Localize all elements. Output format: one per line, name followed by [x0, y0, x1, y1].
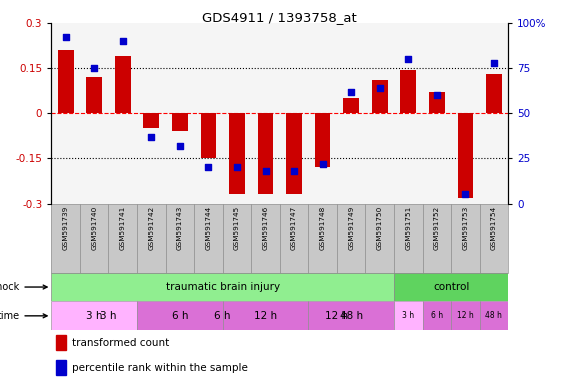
Text: 6 h: 6 h	[431, 311, 443, 320]
Bar	[394, 273, 508, 301]
Bar	[394, 301, 423, 330]
Text: GSM591741: GSM591741	[120, 205, 126, 250]
Point	[432, 92, 441, 98]
Bar	[200, 113, 216, 158]
Bar	[172, 113, 188, 131]
Point	[489, 60, 498, 66]
Point	[347, 89, 356, 95]
Text: control: control	[433, 282, 469, 292]
Bar	[337, 204, 365, 273]
Bar	[286, 113, 302, 194]
Text: GSM591740: GSM591740	[91, 205, 97, 250]
Bar	[143, 113, 159, 128]
Bar	[423, 301, 451, 330]
Bar	[480, 204, 508, 273]
Text: GSM591751: GSM591751	[405, 205, 411, 250]
Point	[118, 38, 127, 44]
Bar	[400, 70, 416, 113]
Point	[147, 134, 156, 140]
Bar	[115, 56, 131, 113]
Text: GSM591747: GSM591747	[291, 205, 297, 250]
Bar	[451, 301, 480, 330]
Bar	[86, 77, 102, 113]
Bar	[229, 113, 245, 194]
Point	[318, 161, 327, 167]
Bar	[480, 301, 508, 330]
Bar	[365, 204, 394, 273]
Bar	[258, 113, 274, 194]
Bar	[315, 113, 331, 167]
Text: GSM591744: GSM591744	[206, 205, 211, 250]
Bar	[372, 80, 388, 113]
Text: transformed count: transformed count	[72, 338, 169, 348]
Bar	[457, 113, 473, 197]
Bar	[486, 74, 502, 113]
Text: GSM591753: GSM591753	[463, 205, 468, 250]
Text: 12 h: 12 h	[457, 311, 474, 320]
Bar	[108, 204, 137, 273]
Bar	[56, 335, 66, 350]
Bar	[137, 301, 223, 330]
Bar	[51, 301, 137, 330]
Text: GSM591748: GSM591748	[320, 205, 325, 250]
Text: GSM591752: GSM591752	[434, 205, 440, 250]
Bar	[343, 98, 359, 113]
Point	[261, 168, 270, 174]
Bar	[51, 273, 394, 301]
Text: 48 h: 48 h	[340, 311, 363, 321]
Bar	[451, 204, 480, 273]
Bar	[223, 301, 308, 330]
Bar	[223, 204, 251, 273]
Text: traumatic brain injury: traumatic brain injury	[166, 282, 280, 292]
Point	[232, 164, 242, 170]
Text: GSM591749: GSM591749	[348, 205, 354, 250]
Point	[461, 191, 470, 197]
Text: GSM591742: GSM591742	[148, 205, 154, 250]
Text: GSM591750: GSM591750	[377, 205, 383, 250]
Text: GSM591745: GSM591745	[234, 205, 240, 250]
Text: 6 h: 6 h	[215, 311, 231, 321]
Point	[90, 65, 99, 71]
Point	[375, 85, 384, 91]
Text: GSM591754: GSM591754	[491, 205, 497, 250]
Text: shock: shock	[0, 282, 47, 292]
Point	[404, 56, 413, 62]
Text: 6 h: 6 h	[172, 311, 188, 321]
Text: GSM591746: GSM591746	[263, 205, 268, 250]
Text: GDS4911 / 1393758_at: GDS4911 / 1393758_at	[202, 12, 357, 25]
Bar	[56, 360, 66, 375]
Bar	[51, 204, 80, 273]
Bar	[251, 204, 280, 273]
Bar	[166, 204, 194, 273]
Point	[289, 168, 299, 174]
Text: 48 h: 48 h	[485, 311, 502, 320]
Bar	[194, 204, 223, 273]
Text: 3 h: 3 h	[86, 311, 102, 321]
Bar	[423, 204, 451, 273]
Text: GSM591739: GSM591739	[63, 205, 69, 250]
Text: 3 h: 3 h	[402, 311, 415, 320]
Point	[61, 35, 70, 41]
Text: GSM591743: GSM591743	[177, 205, 183, 250]
Bar	[429, 92, 445, 113]
Bar	[308, 204, 337, 273]
Text: 12 h: 12 h	[325, 311, 348, 321]
Text: percentile rank within the sample: percentile rank within the sample	[72, 362, 248, 373]
Bar	[58, 50, 74, 113]
Text: 3 h: 3 h	[100, 311, 116, 321]
Text: time: time	[0, 311, 47, 321]
Bar	[394, 204, 423, 273]
Bar	[280, 204, 308, 273]
Bar	[308, 301, 394, 330]
Text: 12 h: 12 h	[254, 311, 277, 321]
Point	[175, 143, 184, 149]
Bar	[80, 204, 108, 273]
Bar	[137, 204, 166, 273]
Point	[204, 164, 213, 170]
